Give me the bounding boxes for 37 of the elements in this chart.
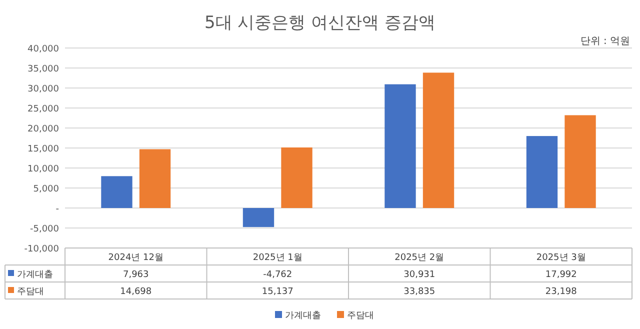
- y-tick-label: 20,000: [28, 124, 60, 134]
- y-tick-label: -10,000: [24, 244, 60, 254]
- x-tick-label: 2025년 3월: [536, 253, 586, 263]
- y-tick-label: -5,000: [30, 224, 60, 234]
- bar: [422, 72, 454, 208]
- y-tick-label: 5,000: [33, 184, 60, 194]
- bar: [242, 208, 274, 228]
- chart-title: 5대 시중은행 여신잔액 증감액: [204, 13, 436, 33]
- data-label: 23,198: [545, 287, 578, 297]
- text: 가계대출: [285, 311, 321, 321]
- bar: [101, 176, 132, 208]
- data-label: -4,762: [263, 270, 292, 280]
- data-label: 33,835: [404, 287, 436, 297]
- data-label: 17,992: [545, 270, 577, 280]
- y-tick-label: 15,000: [28, 144, 60, 154]
- x-tick-label: 2025년 1월: [252, 253, 302, 263]
- data-label: 15,137: [262, 287, 294, 297]
- legend-label: 가계대출: [17, 270, 53, 280]
- data-label: 30,931: [404, 270, 436, 280]
- bar: [384, 84, 416, 208]
- text: 단위 : 억원: [580, 36, 630, 47]
- text: 주담대: [17, 287, 44, 297]
- y-tick-label: 10,000: [28, 164, 60, 174]
- y-tick-label: 25,000: [28, 104, 60, 114]
- x-tick-label: 2024년 12월: [108, 253, 164, 263]
- x-tick-label: 2025년 2월: [394, 253, 444, 263]
- data-label: 7,963: [122, 270, 149, 280]
- bar: [526, 136, 558, 208]
- y-tick-label: 35,000: [28, 64, 60, 74]
- bar: [564, 115, 596, 208]
- y-tick-label: -: [56, 204, 59, 214]
- data-label: 14,698: [120, 287, 152, 297]
- bar: [281, 147, 312, 208]
- y-tick-label: 30,000: [28, 84, 60, 94]
- y-tick-label: 40,000: [28, 44, 60, 54]
- legend-label: 주담대: [347, 311, 374, 321]
- bar: [139, 149, 171, 208]
